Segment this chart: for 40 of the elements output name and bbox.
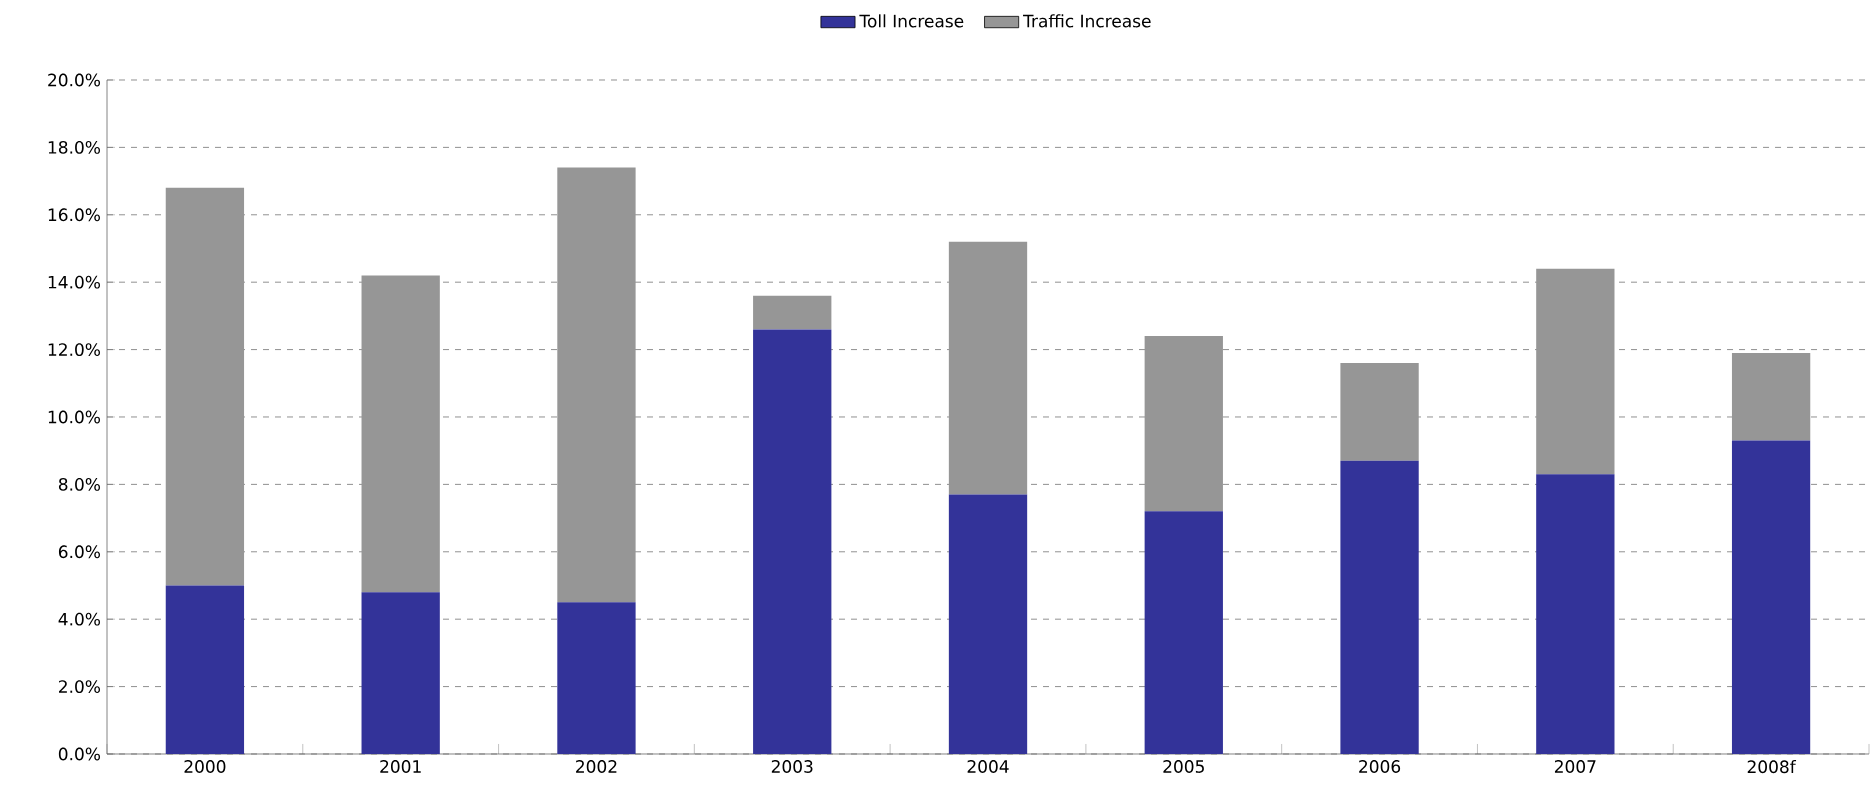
y-tick-label: 20.0% (48, 73, 100, 87)
x-tick-label: 2001 (380, 760, 421, 773)
bar (1731, 440, 1811, 754)
bar (361, 275, 440, 593)
x-tick-label: 2002 (576, 760, 617, 773)
bar (165, 187, 245, 586)
y-tick-label: 2.0% (59, 680, 100, 694)
x-tick-label: 2007 (1554, 760, 1596, 773)
y-tick-label: 12.0% (48, 343, 100, 357)
y-tick-label: 0.0% (58, 747, 100, 761)
bar (557, 167, 636, 603)
bar (557, 602, 636, 754)
y-tick-label: 8.0% (58, 477, 100, 491)
bar (1340, 460, 1419, 754)
x-tick-label: 2008f (1747, 760, 1797, 774)
bar (1536, 268, 1615, 475)
y-tick-label: 16.0% (48, 208, 100, 222)
x-tick-label: 2005 (1163, 760, 1204, 773)
y-tick-label: 10.0% (48, 410, 100, 424)
bar (1536, 474, 1615, 754)
x-tick-label: 2004 (967, 760, 1009, 773)
bar (1144, 336, 1223, 512)
legend-label: Traffic Increase (1023, 14, 1151, 28)
bar (948, 241, 1028, 495)
y-tick-label: 18.0% (48, 140, 100, 154)
bar (753, 295, 832, 330)
y-tick-label: 14.0% (48, 275, 100, 289)
x-tick-label: 2000 (184, 760, 226, 773)
bar (1144, 511, 1223, 754)
y-tick-label: 6.0% (58, 545, 100, 559)
bar (361, 592, 440, 754)
bar (1731, 352, 1811, 441)
bar (165, 585, 245, 754)
legend-label: Toll Increase (859, 14, 964, 28)
bar (1340, 363, 1419, 461)
bar (948, 494, 1028, 754)
y-tick-label: 4.0% (58, 612, 100, 626)
x-tick-label: 2006 (1359, 760, 1401, 773)
bar (753, 329, 832, 754)
x-tick-label: 2003 (771, 760, 813, 773)
